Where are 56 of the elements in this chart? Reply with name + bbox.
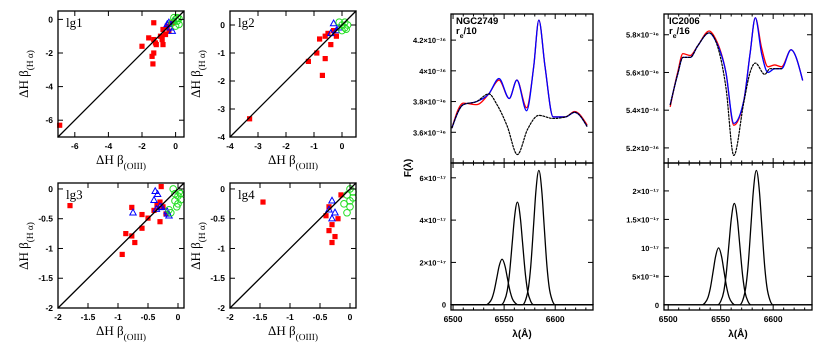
annotation: lg2: [238, 15, 255, 30]
x-tick-label: -6: [71, 141, 79, 151]
x-axis-title: ΔH β$_{(OIII)}$: [96, 152, 146, 172]
y-tick-label: -4: [217, 132, 226, 142]
y-tick-label: -2: [217, 76, 226, 86]
x-tick-label: -2: [138, 141, 146, 151]
y-tick-label: -4: [45, 82, 54, 92]
y-tick-label: -1.5: [38, 273, 54, 284]
y-tick-label: -1: [217, 48, 226, 58]
x-tick-label: -1: [286, 312, 294, 322]
x-tick-label: 0: [340, 141, 345, 151]
x-axis-title: ΔH β$_{(OIII)}$: [268, 152, 318, 172]
x-tick-label: 6550: [494, 314, 514, 324]
y-tick-label: -2: [45, 303, 54, 313]
y-tick-label: 0: [220, 184, 226, 194]
x-tick-label: -2: [282, 141, 290, 151]
x-tick-label: 6550: [711, 314, 730, 324]
x-tick-label: -4: [104, 141, 112, 151]
x-axis-title: λ(Å): [512, 328, 532, 340]
x-tick-label: 0: [348, 312, 353, 322]
annotation: NGC2749: [456, 16, 498, 27]
x-tick-label: -1.5: [252, 312, 268, 322]
annotation: lg3: [66, 187, 83, 202]
x-tick-label: 6600: [764, 314, 783, 324]
annotation: r$_{e}$/16: [669, 26, 690, 40]
y-tick-label: 0: [48, 184, 54, 194]
y-tick-label: -1: [217, 243, 226, 254]
y-tick-label: -3: [217, 104, 226, 114]
annotation: r$_{e}$/10: [456, 26, 477, 40]
y-axis-title: F(λ): [403, 158, 414, 178]
annotation: IC2006: [669, 16, 700, 27]
y-tick-label: -2: [45, 48, 54, 58]
y-tick-label: -1.5: [210, 273, 226, 284]
x-tick-label: 0: [176, 312, 181, 322]
y-tick-label: -1: [45, 243, 54, 254]
x-tick-label: 6500: [658, 314, 678, 324]
x-axis-title: ΔH β$_{(OIII)}$: [96, 323, 146, 343]
annotation: lg4: [238, 187, 256, 202]
x-axis-title: ΔH β$_{(OIII)}$: [268, 323, 318, 343]
y-tick-label: 0: [48, 14, 54, 24]
x-tick-label: 0: [173, 141, 178, 151]
x-tick-label: -0.5: [140, 312, 156, 322]
y-tick-label: 0: [220, 20, 226, 30]
x-tick-label: -3: [254, 141, 262, 151]
y-tick-label: -0.5: [38, 214, 54, 224]
y-tick-label: -6: [45, 115, 54, 126]
x-tick-label: -1.5: [80, 312, 96, 322]
x-tick-label: 6500: [444, 314, 463, 324]
y-tick-label: -2: [217, 303, 226, 313]
y-tick-label: -0.5: [210, 214, 226, 224]
x-tick-label: -0.5: [312, 312, 328, 322]
x-tick-label: -1: [310, 141, 318, 151]
x-axis-title: λ(Å): [728, 328, 748, 340]
annotation: lg1: [66, 15, 83, 30]
x-tick-label: 6600: [546, 314, 565, 324]
x-tick-label: -1: [114, 312, 122, 322]
